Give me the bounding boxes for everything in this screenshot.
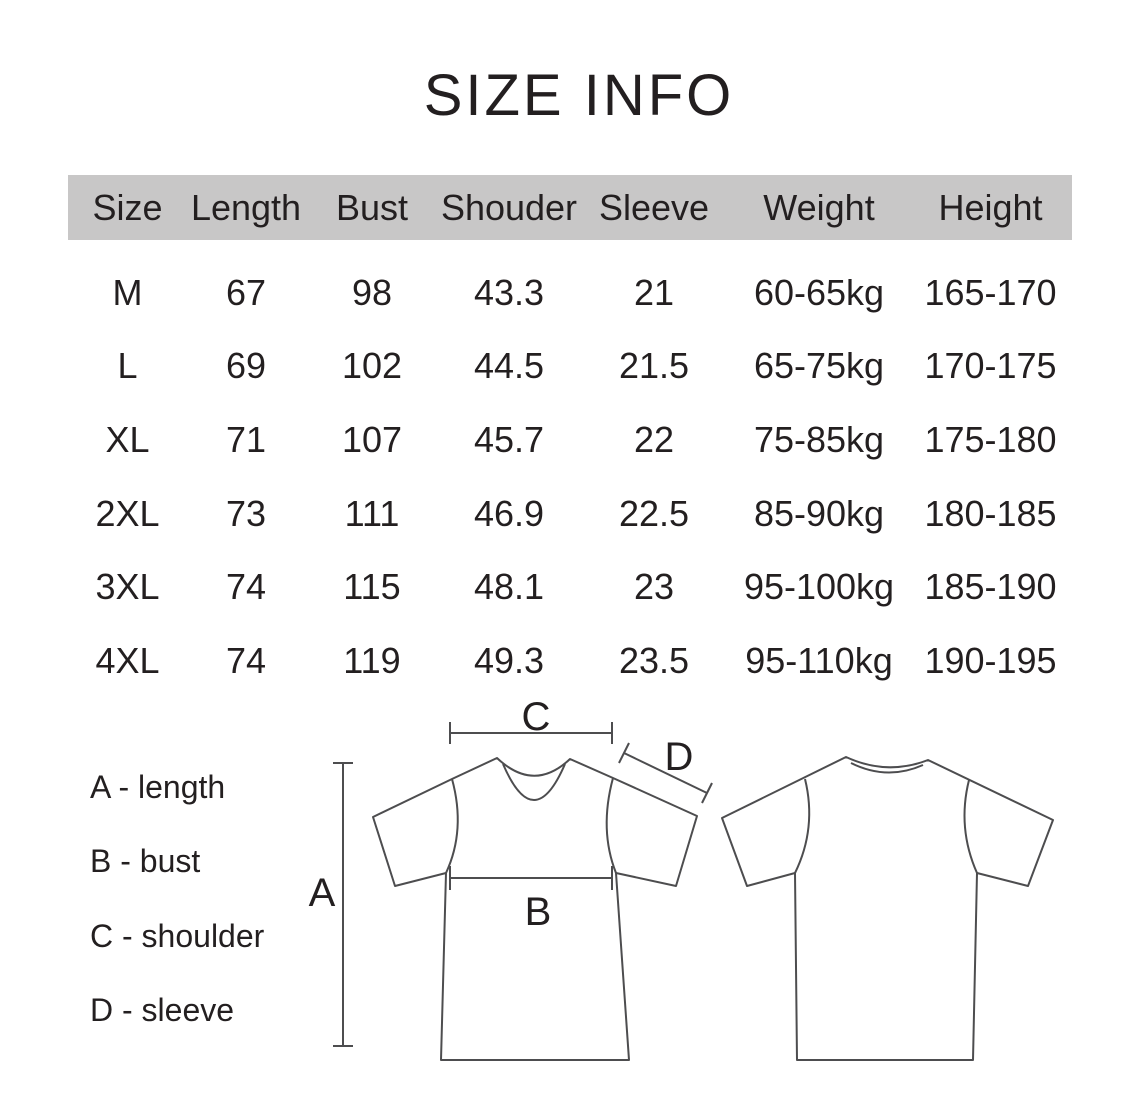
legend-item-shoulder: C - shoulder	[90, 917, 265, 954]
cell-height: 190-195	[924, 639, 1057, 681]
table-row-2xl: 2XL 73 111 46.9 22.5 85-90kg 180-185	[68, 477, 1072, 551]
legend-item-sleeve: D - sleeve	[90, 992, 235, 1029]
table-row-m: M 67 98 43.3 21 60-65kg 165-170	[68, 256, 1072, 330]
cell-length: 74	[225, 566, 267, 608]
cell-size: 2XL	[95, 492, 160, 534]
header-weight: Weight	[763, 186, 875, 228]
length-line-a	[333, 762, 353, 1047]
cell-length: 73	[225, 492, 267, 534]
cell-size: 4XL	[95, 639, 160, 681]
cell-shouder: 44.5	[473, 345, 545, 387]
table-row-xl: XL 71 107 45.7 22 75-85kg 175-180	[68, 403, 1072, 477]
cell-sleeve: 21	[633, 271, 675, 313]
cell-bust: 107	[341, 418, 403, 460]
sleeve-line-d	[618, 742, 713, 804]
diagram-label-b: B	[525, 890, 552, 934]
page-title: SIZE INFO	[423, 63, 735, 128]
header-length: Length	[190, 186, 302, 228]
cell-shouder: 48.1	[473, 566, 545, 608]
cell-weight: 85-90kg	[753, 492, 885, 534]
cell-bust: 98	[351, 271, 393, 313]
cell-sleeve: 23.5	[618, 639, 690, 681]
back-armhole-right	[963, 779, 978, 874]
legend-item-length: A - length	[90, 768, 226, 805]
cell-size: 3XL	[95, 566, 160, 608]
back-armhole-left	[794, 778, 811, 874]
back-collar-inner	[850, 762, 924, 774]
cell-sleeve: 21.5	[618, 345, 690, 387]
table-row-3xl: 3XL 74 115 48.1 23 95-100kg 185-190	[68, 550, 1072, 624]
cell-shouder: 49.3	[473, 639, 545, 681]
cell-length: 71	[225, 418, 267, 460]
cell-height: 180-185	[924, 492, 1057, 534]
cell-height: 175-180	[924, 418, 1057, 460]
front-armhole-left	[445, 778, 459, 874]
cell-height: 185-190	[924, 566, 1057, 608]
size-table-body: M 67 98 43.3 21 60-65kg 165-170 L 69 102…	[68, 240, 1072, 698]
front-armhole-right	[605, 777, 617, 874]
cell-weight: 60-65kg	[753, 271, 885, 313]
header-sleeve: Sleeve	[598, 186, 710, 228]
cell-shouder: 46.9	[473, 492, 545, 534]
cell-weight: 65-75kg	[753, 345, 885, 387]
size-table: Size Length Bust Shouder Sleeve Weight H…	[68, 175, 1072, 698]
header-height: Height	[938, 186, 1043, 228]
cell-length: 74	[225, 639, 267, 681]
cell-shouder: 45.7	[473, 418, 545, 460]
cell-shouder: 43.3	[473, 271, 545, 313]
cell-sleeve: 22	[633, 418, 675, 460]
shoulder-line-c	[449, 722, 613, 744]
front-shirt-drawing	[372, 757, 698, 1061]
measurement-legend: A - length B - bust C - shoulder D - sle…	[90, 750, 264, 1048]
diagram-label-c: C	[522, 695, 551, 739]
cell-weight: 95-100kg	[743, 566, 895, 608]
cell-bust: 119	[343, 639, 401, 681]
cell-length: 69	[225, 345, 267, 387]
diagram-label-d: D	[665, 735, 694, 779]
back-shirt-drawing	[721, 756, 1054, 1061]
header-shouder: Shouder	[440, 186, 578, 228]
cell-bust: 115	[343, 566, 401, 608]
table-row-4xl: 4XL 74 119 49.3 23.5 95-110kg 190-195	[68, 624, 1072, 698]
legend-item-bust: B - bust	[90, 843, 201, 880]
cell-height: 165-170	[924, 271, 1057, 313]
size-table-header-row: Size Length Bust Shouder Sleeve Weight H…	[68, 175, 1072, 240]
bust-line-b	[449, 866, 613, 890]
cell-length: 67	[225, 271, 267, 313]
cell-size: M	[112, 271, 143, 313]
cell-size: XL	[105, 418, 150, 460]
cell-bust: 111	[344, 492, 400, 534]
header-bust: Bust	[335, 186, 409, 228]
cell-weight: 95-110kg	[745, 639, 893, 681]
cell-sleeve: 22.5	[618, 492, 690, 534]
header-size: Size	[92, 186, 163, 228]
diagram-label-a: A	[309, 871, 336, 915]
cell-weight: 75-85kg	[753, 418, 885, 460]
cell-size: L	[117, 345, 138, 387]
front-collar-inner	[502, 763, 566, 801]
cell-bust: 102	[341, 345, 403, 387]
table-row-l: L 69 102 44.5 21.5 65-75kg 170-175	[68, 330, 1072, 404]
cell-sleeve: 23	[633, 566, 675, 608]
cell-height: 170-175	[924, 345, 1057, 387]
